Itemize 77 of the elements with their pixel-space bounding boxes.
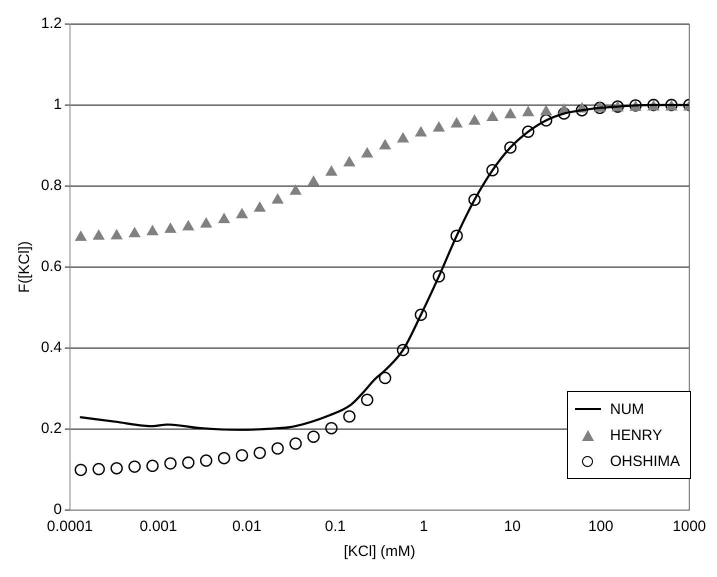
point [450,230,463,242]
legend-label: NUM [610,400,644,418]
point [272,194,284,204]
point [486,164,499,176]
y-tick-label: 0.2 [40,420,62,438]
x-tick-label: 0.0001 [46,518,93,536]
point [378,372,392,384]
y-tick-label: 0.4 [40,339,62,356]
point [414,308,428,321]
point [468,194,481,206]
point [504,141,517,154]
y-tick-label: 1 [54,96,62,114]
x-tick-label: 0.1 [324,518,346,536]
point [218,452,230,464]
point [361,148,373,158]
x-tick-label: 10 [504,518,521,536]
point [236,208,248,218]
point [236,449,248,462]
y-tick-label: 0.6 [40,258,62,276]
point [397,132,409,143]
point [254,202,266,212]
point [182,456,194,469]
point [164,457,177,470]
point [75,230,87,241]
point [92,462,105,476]
point [343,410,356,423]
y-tick-label: 0.8 [40,177,62,194]
point [576,104,588,116]
point [308,176,320,186]
point [74,464,88,476]
point [182,220,194,230]
point [558,107,570,120]
point [468,114,480,125]
point [146,460,159,472]
point [200,218,212,228]
point [307,430,320,443]
point [450,118,462,128]
point [200,454,212,467]
x-tick-label: 0.001 [140,518,178,536]
point [486,111,498,122]
point [522,126,534,138]
point [540,114,552,127]
point [128,460,141,473]
point [254,446,266,460]
point [344,156,356,166]
x-tick-label: 1000 [672,518,706,536]
point [522,106,534,116]
point [360,394,374,406]
y-tick-label: 1.2 [40,15,62,32]
point [110,229,122,240]
point [289,437,302,450]
point [396,344,410,356]
point [93,230,104,240]
point [110,462,123,474]
point [433,122,445,132]
point [432,270,446,283]
point [594,102,606,114]
x-tick-label: 100 [588,518,614,536]
point [146,225,158,236]
legend-label: OHSHIMA [610,452,680,470]
x-tick-label: 1 [420,518,428,536]
point [326,166,338,176]
legend-label: HENRY [610,426,662,444]
point [379,139,391,150]
point [290,184,302,195]
point [504,108,516,118]
point [415,126,427,136]
point [325,422,338,434]
point [128,227,140,238]
point [540,105,552,116]
y-tick-label: 0 [54,501,62,518]
x-axis-title: [KCl] (mM) [344,543,416,560]
point [218,213,230,224]
x-tick-label: 0.01 [232,518,262,536]
point [164,222,176,233]
y-axis-title: F([KCl]) [16,241,34,293]
point [271,442,284,455]
